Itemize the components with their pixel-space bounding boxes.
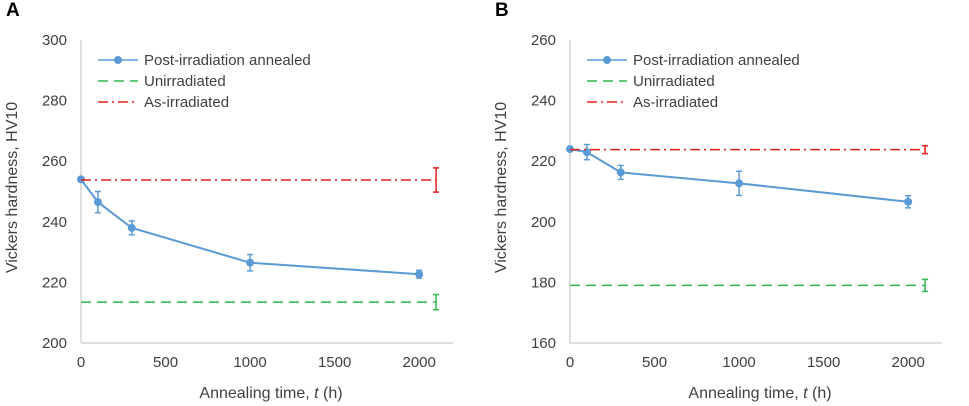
y-tick-label: 220 (531, 153, 556, 170)
panel-letter: A (6, 0, 20, 21)
legend-label: As-irradiated (144, 94, 229, 111)
y-axis-title: Vickers hardness, HV10 (493, 102, 510, 273)
y-tick-label: 260 (42, 153, 67, 170)
x-tick-label: 0 (566, 354, 574, 371)
x-axis-title-variable: t (314, 385, 319, 402)
x-tick-label: 1500 (807, 354, 840, 371)
legend-label: Post-irradiation annealed (633, 52, 800, 69)
legend-marker-swatch (603, 56, 611, 64)
x-axis-title-prefix: Annealing time, (688, 385, 803, 402)
y-tick-label: 160 (531, 335, 556, 352)
y-tick-label: 240 (42, 214, 67, 231)
chart-panel-b: B 160 180 200 220 240 260 0 500 1000 1500 2000 Anne… (489, 0, 969, 406)
chart-a-svg: 200 220 240 260 280 300 0 500 1000 1500 2000 Anneal… (4, 32, 453, 402)
x-tick-label: 500 (642, 354, 667, 371)
x-axis-title: Annealing time, t (h) (688, 385, 831, 402)
y-axis-title: Vickers hardness, HV10 (4, 102, 21, 273)
data-point (93, 198, 102, 207)
y-tick-label: 260 (531, 32, 556, 49)
legend-marker-swatch (114, 56, 122, 64)
legend-label: As-irradiated (633, 94, 718, 111)
chart-b-svg: 160 180 200 220 240 260 0 500 1000 1500 2000 Anneal… (493, 32, 942, 402)
y-tick-label: 180 (531, 274, 556, 291)
panel-letter: B (495, 0, 509, 21)
data-point (735, 179, 744, 188)
x-tick-label: 500 (153, 354, 178, 371)
data-point (415, 270, 424, 279)
legend-label: Unirradiated (633, 73, 715, 90)
data-point (904, 197, 913, 206)
x-tick-label: 1000 (233, 354, 266, 371)
x-tick-label: 2000 (402, 354, 435, 371)
x-axis-title-suffix: (h) (319, 385, 343, 402)
y-tick-label: 280 (42, 93, 67, 110)
x-tick-label: 2000 (891, 354, 924, 371)
data-point (127, 223, 136, 232)
y-tick-label: 240 (531, 93, 556, 110)
y-tick-label: 220 (42, 274, 67, 291)
y-tick-label: 200 (42, 335, 67, 352)
data-point (616, 168, 625, 177)
x-tick-label: 0 (77, 354, 85, 371)
y-tick-label: 300 (42, 32, 67, 49)
x-axis-title-suffix: (h) (808, 385, 832, 402)
chart-panel-a: A 200 220 240 260 280 300 0 500 1000 1500 2000 Anne… (0, 0, 480, 406)
y-tick-label: 200 (531, 214, 556, 231)
x-tick-label: 1000 (722, 354, 755, 371)
x-axis-title-variable: t (803, 385, 808, 402)
legend-label: Unirradiated (144, 73, 226, 90)
x-axis-title: Annealing time, t (h) (199, 385, 342, 402)
legend-label: Post-irradiation annealed (144, 52, 311, 69)
data-point (246, 258, 255, 267)
x-axis-title-prefix: Annealing time, (199, 385, 314, 402)
x-tick-label: 1500 (318, 354, 351, 371)
